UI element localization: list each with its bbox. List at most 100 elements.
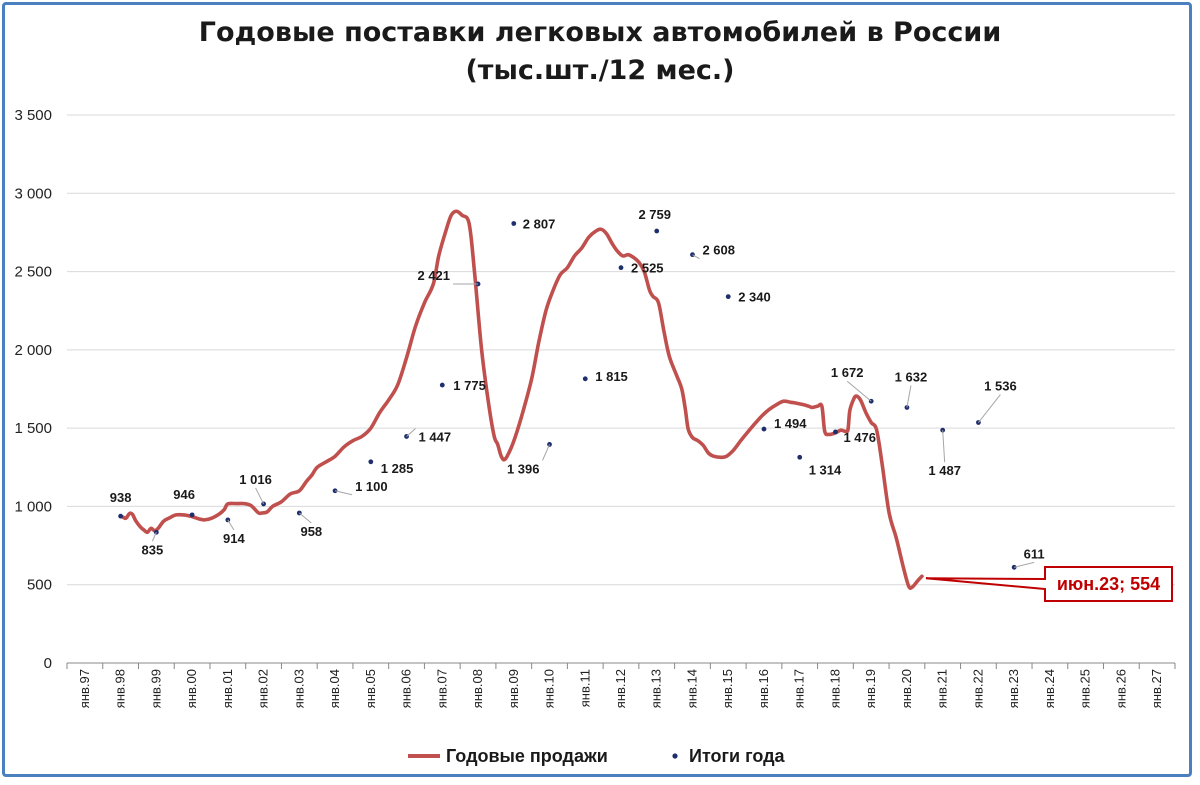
y-tick-label: 2 500 xyxy=(14,264,52,281)
data-labels: 938 835 946 914 1 016 958 1 100 1 285 1 447 1 775… xyxy=(110,207,1045,568)
y-tick-label: 0 xyxy=(44,655,52,672)
year-end-marker xyxy=(118,513,124,519)
data-label: 1 775 xyxy=(453,378,486,393)
series-line-godovye-prodazhi xyxy=(118,209,924,591)
y-tick-labels: 0 500 1 000 1 500 2 000 2 500 3 000 3 500 xyxy=(14,107,52,672)
data-label: 1 487 xyxy=(928,463,961,478)
y-tick-label: 1 000 xyxy=(14,498,52,515)
y-tick-label: 3 000 xyxy=(14,185,52,202)
data-label-leader xyxy=(906,385,912,408)
data-label-leader xyxy=(334,490,353,496)
data-label: 2 340 xyxy=(738,290,771,305)
data-label: 946 xyxy=(173,487,195,502)
data-label: 958 xyxy=(300,524,322,539)
x-tick-labels: янв.97 янв.98 янв.99 янв.00 янв.01 янв.02 янв.… xyxy=(77,669,1164,708)
data-label-leader xyxy=(1014,561,1035,568)
data-label: 1 447 xyxy=(419,429,452,444)
chart-title-line2: (тыс.шт./12 мес.) xyxy=(465,55,735,86)
data-label-leader xyxy=(978,394,1001,423)
legend-line-label: Годовые продажи xyxy=(446,746,608,766)
y-tick-label: 1 500 xyxy=(14,420,52,437)
year-end-marker xyxy=(654,228,660,234)
x-tick-label: янв.21 xyxy=(935,669,950,708)
data-label: 938 xyxy=(110,490,132,505)
data-label-leader xyxy=(942,430,946,463)
callout-label: июн.23; 554 xyxy=(1057,574,1160,594)
legend-marker-label: Итоги года xyxy=(689,746,786,766)
year-end-marker xyxy=(153,529,159,535)
x-tick-label: янв.16 xyxy=(756,669,771,708)
data-label: 2 759 xyxy=(638,207,671,222)
data-label-leader xyxy=(542,444,550,461)
year-end-marker xyxy=(618,265,624,271)
data-label: 1 285 xyxy=(381,461,414,476)
x-tick-label: янв.01 xyxy=(220,669,235,708)
chart-title-line1: Годовые поставки легковых автомобилей в … xyxy=(198,17,1002,48)
data-label: 2 525 xyxy=(631,261,664,276)
data-label: 1 494 xyxy=(774,416,807,431)
y-tick-label: 500 xyxy=(27,577,52,594)
year-end-marker xyxy=(511,221,517,226)
data-label-leader xyxy=(227,519,235,531)
x-tick-label: янв.05 xyxy=(363,669,378,708)
chart-title: Годовые поставки легковых автомобилей в … xyxy=(0,14,1200,90)
year-end-marker xyxy=(940,427,946,433)
year-end-marker xyxy=(904,405,910,410)
data-label: 1 476 xyxy=(843,430,876,445)
x-tick-label: янв.23 xyxy=(1006,669,1021,708)
data-label-leader xyxy=(151,532,157,542)
data-label: 611 xyxy=(1024,546,1045,561)
axes xyxy=(66,662,1176,669)
x-tick-label: янв.18 xyxy=(827,669,842,708)
data-label: 1 314 xyxy=(809,462,842,477)
year-end-marker xyxy=(225,517,231,523)
x-tick-label: янв.03 xyxy=(291,669,306,708)
data-label: 1 396 xyxy=(507,461,540,476)
data-label: 1 016 xyxy=(239,472,272,487)
data-label-leader xyxy=(255,487,265,505)
year-end-marker xyxy=(761,426,767,432)
x-tick-label: янв.14 xyxy=(684,669,699,708)
series-layer xyxy=(118,209,1017,591)
data-label-leader xyxy=(299,512,312,524)
callout-box xyxy=(925,566,1173,602)
data-label: 914 xyxy=(223,531,245,546)
x-tick-label: янв.26 xyxy=(1113,669,1128,708)
x-tick-label: янв.07 xyxy=(434,669,449,708)
x-tick-label: янв.13 xyxy=(649,669,664,708)
x-tick-label: янв.25 xyxy=(1078,669,1093,708)
y-tick-label: 3 500 xyxy=(14,107,52,124)
data-label: 1 632 xyxy=(895,369,928,384)
legend-marker-swatch xyxy=(672,753,678,759)
x-tick-label: янв.12 xyxy=(613,669,628,708)
x-tick-label: янв.22 xyxy=(970,669,985,708)
year-end-marker xyxy=(189,512,195,518)
year-end-marker xyxy=(1011,564,1017,570)
data-label: 2 608 xyxy=(702,243,735,258)
gridlines xyxy=(67,114,1175,586)
x-tick-label: янв.27 xyxy=(1149,669,1164,708)
x-tick-label: янв.00 xyxy=(184,669,199,708)
legend: Годовые продажи Итоги года xyxy=(408,746,786,766)
year-end-marker xyxy=(368,459,374,465)
data-label-leader xyxy=(846,380,872,402)
chart-frame xyxy=(2,2,1192,777)
x-tick-label: янв.20 xyxy=(899,669,914,708)
data-label: 1 815 xyxy=(595,369,628,384)
x-tick-label: янв.15 xyxy=(720,669,735,708)
year-end-marker xyxy=(582,376,588,382)
year-end-marker xyxy=(797,454,803,460)
data-label-leader xyxy=(406,428,416,437)
data-label-leader xyxy=(692,254,700,260)
year-end-marker xyxy=(439,382,445,388)
x-tick-label: янв.09 xyxy=(506,669,521,708)
x-tick-label: янв.17 xyxy=(792,669,807,708)
data-label: 1 100 xyxy=(355,479,388,494)
data-label: 835 xyxy=(142,542,164,557)
x-tick-label: янв.06 xyxy=(399,669,414,708)
x-tick-label: янв.97 xyxy=(77,669,92,708)
x-tick-label: янв.19 xyxy=(863,669,878,708)
x-tick-label: янв.11 xyxy=(577,669,592,707)
y-tick-label: 2 000 xyxy=(14,342,52,359)
